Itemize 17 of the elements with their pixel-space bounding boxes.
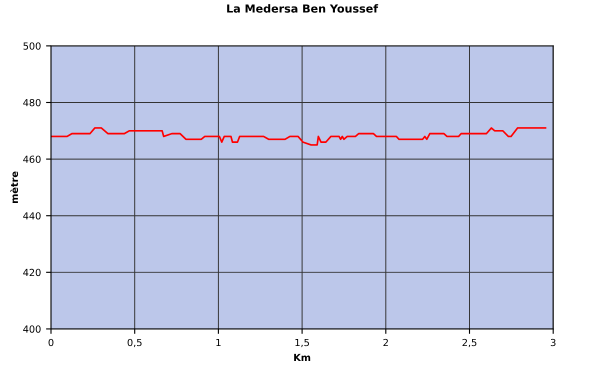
x-tick-label: 0 <box>48 338 54 346</box>
x-tick-label: 1,5 <box>295 338 309 348</box>
y-tick-label: 480 <box>23 98 41 106</box>
x-tick-label: 0,5 <box>128 338 142 348</box>
x-axis-title: Km <box>294 354 310 362</box>
y-tick-label: 400 <box>23 325 41 333</box>
y-tick-label: 440 <box>23 212 41 220</box>
x-tick-label: 2,5 <box>462 338 476 348</box>
y-axis-title: mètre <box>10 171 18 203</box>
y-tick-label: 420 <box>23 268 41 276</box>
y-tick-label: 500 <box>23 42 41 50</box>
x-tick-label: 1 <box>216 338 221 346</box>
y-tick-label: 460 <box>23 156 41 163</box>
chart-title: La Medersa Ben Youssef <box>227 4 378 13</box>
x-tick-label: 2 <box>383 338 388 346</box>
line-series <box>51 127 546 146</box>
x-tick-label: 3 <box>550 338 556 346</box>
